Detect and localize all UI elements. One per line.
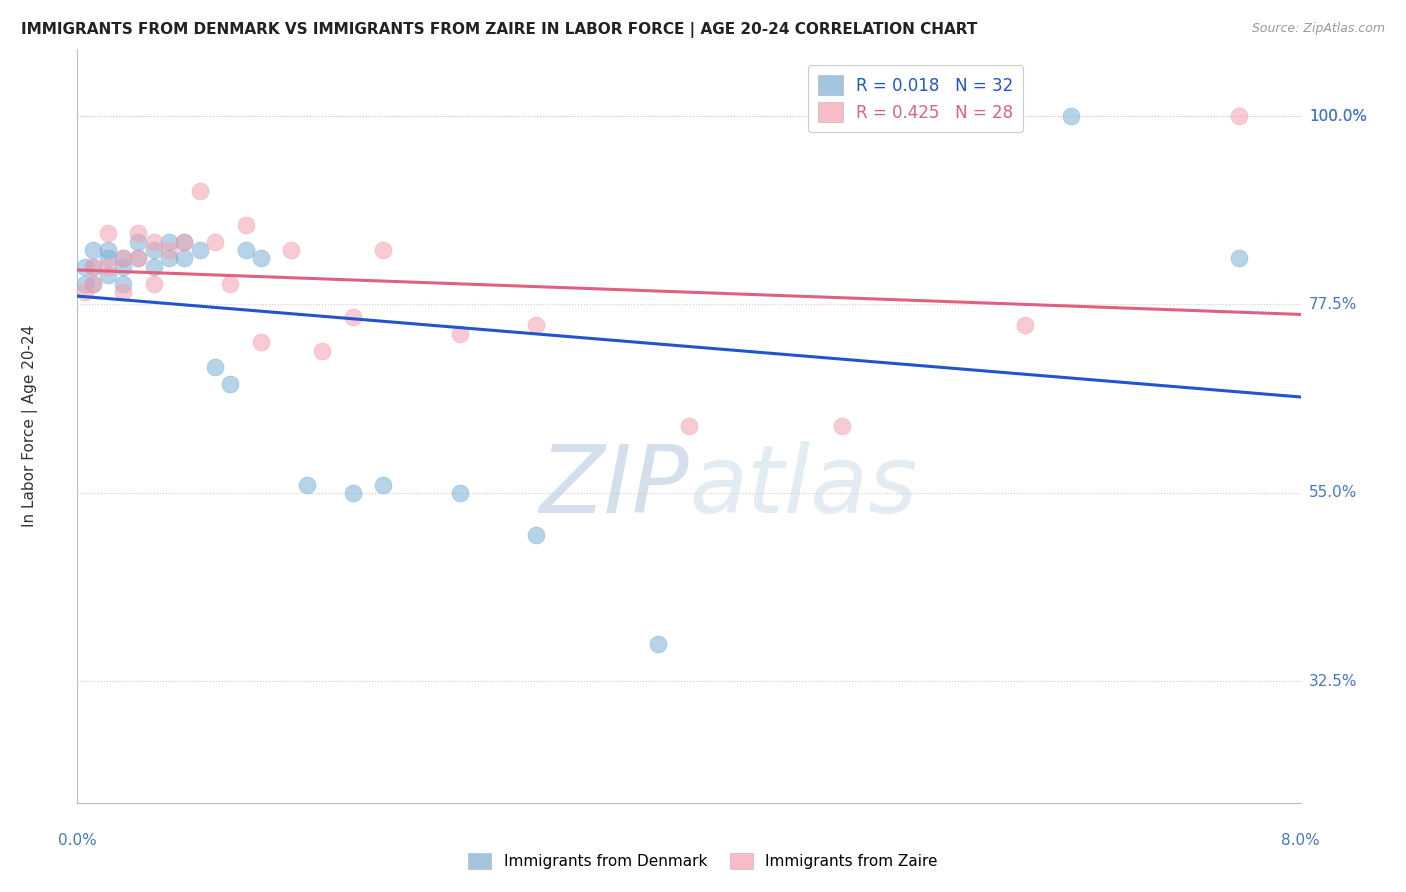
- Text: Source: ZipAtlas.com: Source: ZipAtlas.com: [1251, 22, 1385, 36]
- Point: [524, 318, 547, 333]
- Point: [188, 243, 211, 257]
- Point: [295, 477, 318, 491]
- Point: [1060, 109, 1083, 123]
- Point: [235, 243, 257, 257]
- Point: [219, 277, 242, 291]
- Point: [127, 227, 149, 241]
- Point: [97, 260, 120, 274]
- Point: [142, 260, 165, 274]
- Point: [112, 260, 135, 274]
- Text: 0.0%: 0.0%: [58, 833, 97, 848]
- Point: [73, 277, 96, 291]
- Point: [173, 235, 195, 249]
- Point: [173, 235, 195, 249]
- Point: [157, 252, 180, 266]
- Point: [97, 268, 120, 283]
- Legend: R = 0.018   N = 32, R = 0.425   N = 28: R = 0.018 N = 32, R = 0.425 N = 28: [807, 65, 1024, 132]
- Point: [449, 486, 471, 500]
- Point: [342, 486, 364, 500]
- Point: [142, 235, 165, 249]
- Point: [142, 243, 165, 257]
- Point: [449, 326, 471, 341]
- Point: [97, 243, 120, 257]
- Point: [82, 277, 104, 291]
- Point: [82, 260, 104, 274]
- Point: [127, 252, 149, 266]
- Point: [173, 252, 195, 266]
- Point: [235, 218, 257, 232]
- Text: IMMIGRANTS FROM DENMARK VS IMMIGRANTS FROM ZAIRE IN LABOR FORCE | AGE 20-24 CORR: IMMIGRANTS FROM DENMARK VS IMMIGRANTS FR…: [21, 22, 977, 38]
- Point: [112, 285, 135, 299]
- Point: [371, 243, 394, 257]
- Text: 100.0%: 100.0%: [1309, 109, 1367, 124]
- Point: [524, 528, 547, 542]
- Point: [371, 477, 394, 491]
- Point: [127, 252, 149, 266]
- Text: In Labor Force | Age 20-24: In Labor Force | Age 20-24: [22, 325, 38, 527]
- Point: [250, 252, 273, 266]
- Point: [112, 277, 135, 291]
- Point: [82, 277, 104, 291]
- Point: [97, 227, 120, 241]
- Text: ZIP: ZIP: [540, 441, 689, 532]
- Text: 8.0%: 8.0%: [1281, 833, 1320, 848]
- Point: [204, 235, 226, 249]
- Point: [73, 260, 96, 274]
- Point: [311, 343, 333, 358]
- Point: [1014, 318, 1036, 333]
- Text: 32.5%: 32.5%: [1309, 673, 1357, 689]
- Point: [219, 377, 242, 392]
- Text: atlas: atlas: [689, 441, 917, 532]
- Legend: Immigrants from Denmark, Immigrants from Zaire: Immigrants from Denmark, Immigrants from…: [463, 847, 943, 875]
- Point: [73, 285, 96, 299]
- Text: 77.5%: 77.5%: [1309, 297, 1357, 312]
- Point: [280, 243, 302, 257]
- Point: [82, 260, 104, 274]
- Point: [188, 185, 211, 199]
- Point: [1229, 109, 1251, 123]
- Text: 100.0%: 100.0%: [1309, 109, 1367, 124]
- Point: [342, 310, 364, 324]
- Point: [678, 419, 700, 434]
- Point: [831, 419, 853, 434]
- Point: [112, 252, 135, 266]
- Point: [127, 235, 149, 249]
- Point: [142, 277, 165, 291]
- Point: [157, 243, 180, 257]
- Point: [112, 252, 135, 266]
- Point: [97, 252, 120, 266]
- Point: [82, 243, 104, 257]
- Text: 55.0%: 55.0%: [1309, 485, 1357, 500]
- Point: [204, 360, 226, 375]
- Point: [157, 235, 180, 249]
- Point: [647, 637, 669, 651]
- Point: [250, 335, 273, 350]
- Point: [1229, 252, 1251, 266]
